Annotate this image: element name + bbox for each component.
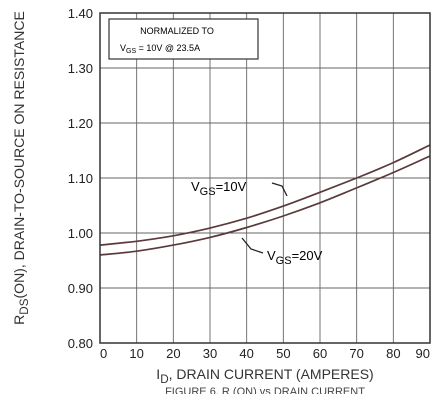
figure-caption: FIGURE 6. R (ON) vs DRAIN CURRENT [165, 386, 365, 394]
x-tick-label: 10 [129, 346, 143, 361]
y-tick-label: 1.10 [68, 171, 93, 186]
series-line-vgs20 [99, 155, 431, 256]
series-line-vgs10 [99, 144, 431, 246]
y-axis-label-subscript: DS [17, 298, 31, 315]
y-tick-label: 1.40 [68, 6, 93, 21]
series-label-vgs10: VGS=10V [191, 179, 288, 198]
x-tick-label: 70 [349, 346, 363, 361]
annotation-line1: NORMALIZED TO [140, 26, 214, 36]
x-tick-label: 60 [313, 346, 327, 361]
annotation-vgs-value: = 10V @ 23.5A [136, 43, 200, 53]
x-tick-label: 80 [386, 346, 400, 361]
x-axis-label: ID, DRAIN CURRENT (AMPERES) [156, 366, 374, 386]
series-label-vgs10-value: =10V [216, 179, 247, 194]
annotation-vgs-subscript: GS [126, 48, 136, 55]
series-label-vgs20-value: =20V [292, 248, 323, 263]
series-label-vgs20-leader [241, 237, 264, 254]
tick-labels: 0 10 20 30 40 50 60 70 80 90 0.80 0.90 1.00 1.10 1.20 1… [68, 6, 430, 361]
series-label-vgs20-sub: GS [276, 255, 292, 267]
y-axis-label-text: (ON), DRAIN-TO-SOURCE ON RESISTANCE [11, 11, 27, 299]
y-tick-label: 0.80 [68, 336, 93, 351]
y-tick-label: 1.30 [68, 61, 93, 76]
y-axis-label: RDS(ON), DRAIN-TO-SOURCE ON RESISTANCE [11, 11, 31, 325]
x-tick-label: 50 [276, 346, 290, 361]
series-lines [99, 144, 431, 256]
annotation-line2: VGS = 10V @ 23.5A [120, 43, 200, 55]
annotation-box-frame [108, 18, 259, 60]
annotation-box: NORMALIZED TO VGS = 10V @ 23.5A [108, 18, 259, 60]
x-tick-label: 40 [239, 346, 253, 361]
series-label-vgs20-text: VGS=20V [267, 248, 323, 267]
x-axis-label-subscript: D [160, 372, 169, 386]
x-tick-label: 0 [100, 346, 107, 361]
y-tick-label: 0.90 [68, 281, 93, 296]
grid-lines [100, 13, 430, 343]
plot-frame [99, 12, 431, 344]
series-label-vgs20: VGS=20V [241, 237, 323, 267]
y-tick-label: 1.20 [68, 116, 93, 131]
x-tick-label: 30 [203, 346, 217, 361]
y-tick-label: 1.00 [68, 226, 93, 241]
series-label-vgs10-sub: GS [200, 186, 216, 198]
x-tick-label: 90 [416, 346, 430, 361]
x-axis-label-text: , DRAIN CURRENT (AMPERES) [168, 366, 374, 382]
series-label-vgs10-leader [271, 182, 288, 197]
series-label-vgs10-text: VGS=10V [191, 179, 247, 198]
x-tick-label: 20 [166, 346, 180, 361]
